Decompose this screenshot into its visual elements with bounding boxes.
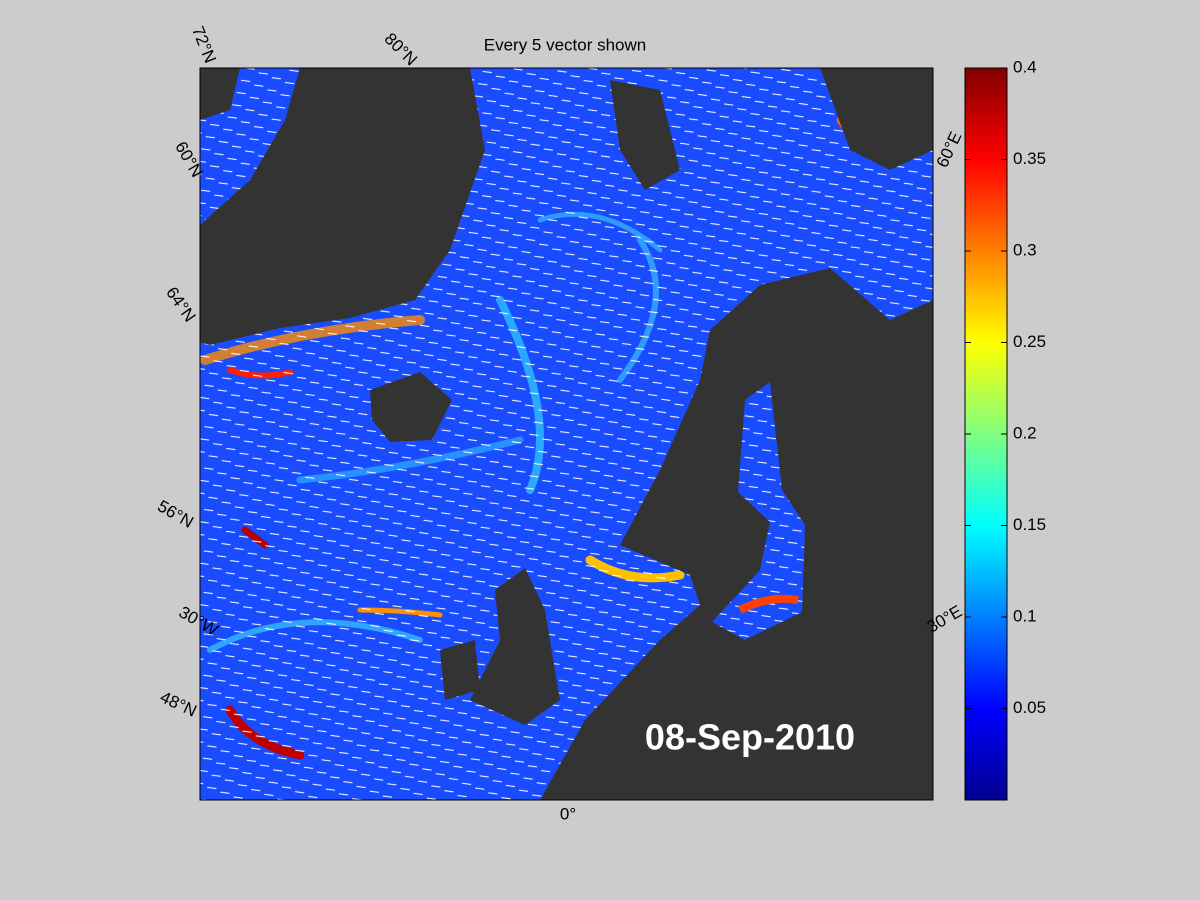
colorbar-tick-label: 0.15 — [1013, 515, 1046, 534]
land — [200, 68, 933, 800]
colorbar-tick-label: 0.35 — [1013, 149, 1046, 168]
colorbar-tick-label: 0.3 — [1013, 240, 1037, 259]
colorbar-ticks: 0.05 0.1 0.15 0.2 0.25 0.3 0.35 0.4 — [965, 57, 1046, 717]
colorbar-tick-label: 0.1 — [1013, 606, 1037, 625]
map-title: Every 5 vector shown — [484, 35, 647, 54]
baltic-streak — [738, 594, 799, 614]
colorbar-tick-label: 0.25 — [1013, 332, 1046, 351]
colorbar-tick-label: 0.05 — [1013, 698, 1046, 717]
colorbar — [964, 67, 1008, 801]
map: 08-Sep-2010 — [200, 68, 933, 800]
colorbar-tick-label: 0.4 — [1013, 57, 1037, 76]
baltic-vectors — [712, 382, 805, 640]
graticule-label: 0° — [560, 804, 576, 823]
date-label: 08-Sep-2010 — [645, 717, 855, 758]
colorbar-tick-label: 0.2 — [1013, 423, 1037, 442]
map-frame — [199, 67, 934, 801]
